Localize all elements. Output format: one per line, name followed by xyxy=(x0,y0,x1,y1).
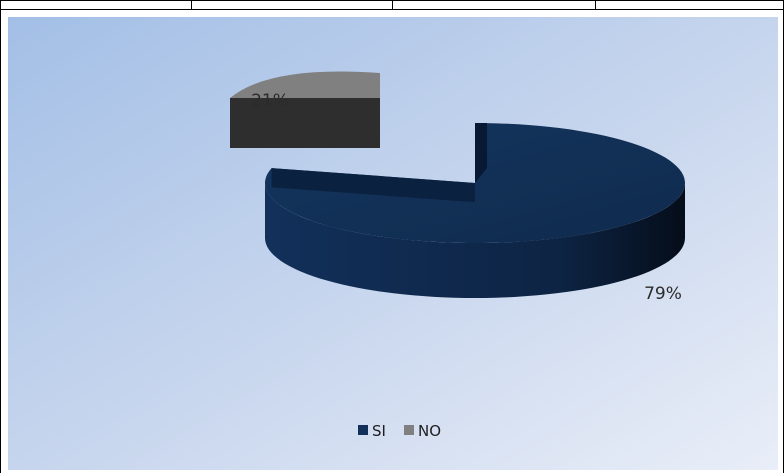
pie-slice-si-side xyxy=(265,183,685,298)
legend-swatch-no xyxy=(404,425,414,435)
pie-slices xyxy=(230,71,685,298)
legend: SI NO xyxy=(358,422,441,440)
legend-swatch-si xyxy=(358,425,368,435)
data-label-no: 21% xyxy=(251,91,289,111)
data-label-si: 79% xyxy=(644,284,682,304)
legend-label-no: NO xyxy=(418,422,441,440)
data-labels: 79% 21% xyxy=(251,91,682,304)
pie-slice-no-side xyxy=(230,98,380,148)
pie-slice-si-wall xyxy=(475,123,487,183)
pie-slice-si-cut xyxy=(271,168,475,203)
legend-label-si: SI xyxy=(372,422,386,440)
pie-slice-no xyxy=(230,71,380,98)
